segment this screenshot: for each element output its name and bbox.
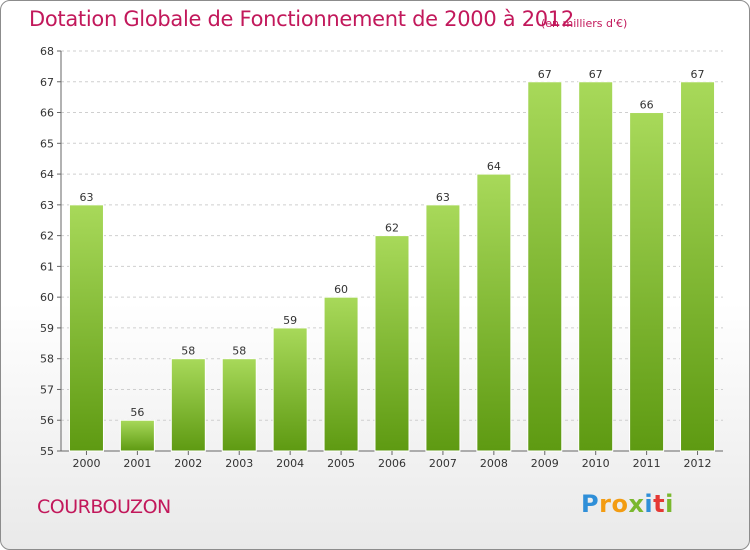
x-tick-label: 2003 <box>225 457 253 470</box>
bar-value-label: 60 <box>334 283 348 296</box>
x-tick-label: 2005 <box>327 457 355 470</box>
bar-2011 <box>629 112 665 452</box>
x-tick-label: 2002 <box>174 457 202 470</box>
bar-value-label: 67 <box>538 68 552 81</box>
bar-value-label: 63 <box>79 191 93 204</box>
bar-value-label: 66 <box>640 99 654 112</box>
logo-letter: i <box>644 490 654 518</box>
x-tick-label: 2000 <box>72 457 100 470</box>
logo-letter: o <box>611 490 629 518</box>
y-tick-label: 56 <box>40 414 54 427</box>
bar-2004 <box>272 327 308 452</box>
bar-value-label: 63 <box>436 191 450 204</box>
bar-2009 <box>527 81 563 452</box>
bar-2007 <box>425 204 461 452</box>
bar-value-label: 67 <box>691 68 705 81</box>
bar-2005 <box>323 296 359 452</box>
y-tick-label: 59 <box>40 322 54 335</box>
y-tick-label: 58 <box>40 353 54 366</box>
logo-letter: P <box>581 490 600 518</box>
x-tick-label: 2010 <box>582 457 610 470</box>
logo-letter: i <box>665 490 674 518</box>
bar-2008 <box>476 173 512 452</box>
bar-2010 <box>578 81 614 452</box>
y-tick-label: 57 <box>40 383 54 396</box>
bar-value-label: 56 <box>130 406 144 419</box>
bar-2003 <box>221 358 257 452</box>
bar-value-label: 59 <box>283 314 297 327</box>
y-tick-label: 65 <box>40 137 54 150</box>
bar-2000 <box>68 204 104 452</box>
y-tick-label: 66 <box>40 107 54 120</box>
commune-name: COURBOUZON <box>37 496 171 518</box>
x-tick-label: 2009 <box>531 457 559 470</box>
chart-unit-note: (en milliers d'€) <box>541 17 628 30</box>
bar-2002 <box>170 358 206 452</box>
bar-2001 <box>119 419 155 452</box>
logo-letter: t <box>653 490 666 518</box>
chart-title: Dotation Globale de Fonctionnement de 20… <box>29 7 574 31</box>
bar-value-label: 64 <box>487 160 501 173</box>
y-tick-label: 67 <box>40 76 54 89</box>
x-tick-label: 2012 <box>684 457 712 470</box>
bar-value-label: 58 <box>181 345 195 358</box>
x-tick-label: 2007 <box>429 457 457 470</box>
bar-2012 <box>680 81 716 452</box>
y-tick-label: 63 <box>40 199 54 212</box>
bar-value-label: 62 <box>385 222 399 235</box>
bar-2006 <box>374 235 410 452</box>
logo-letter: r <box>599 490 612 518</box>
x-tick-label: 2001 <box>123 457 151 470</box>
bar-value-label: 58 <box>232 345 246 358</box>
x-tick-label: 2011 <box>633 457 661 470</box>
proxiti-logo: Proxiti <box>581 490 674 518</box>
y-tick-label: 62 <box>40 230 54 243</box>
x-tick-label: 2008 <box>480 457 508 470</box>
y-tick-label: 61 <box>40 260 54 273</box>
x-tick-label: 2004 <box>276 457 304 470</box>
y-tick-label: 68 <box>40 45 54 58</box>
bar-value-label: 67 <box>589 68 603 81</box>
y-tick-label: 60 <box>40 291 54 304</box>
y-tick-label: 55 <box>40 445 54 458</box>
y-tick-label: 64 <box>40 168 54 181</box>
x-tick-label: 2006 <box>378 457 406 470</box>
logo-letter: x <box>628 490 645 518</box>
